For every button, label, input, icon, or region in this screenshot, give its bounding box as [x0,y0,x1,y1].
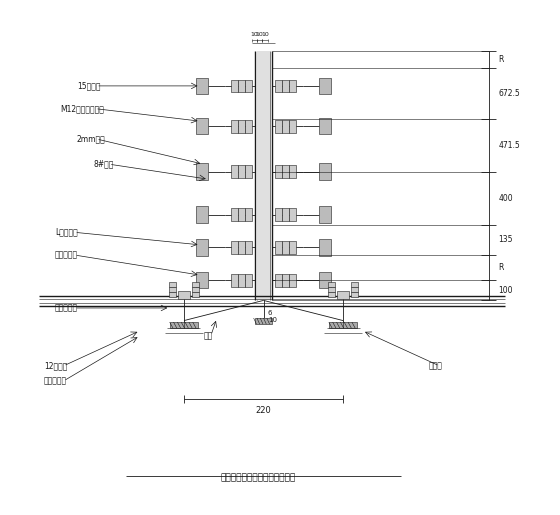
Text: L形铝驳爪: L形铝驳爪 [55,228,78,237]
Bar [231,165,238,178]
Bar [319,118,331,134]
Bar [231,80,238,92]
Bar [196,78,208,94]
Bar [282,274,290,286]
Bar [238,208,245,221]
Bar [290,274,296,286]
Text: 471.5: 471.5 [498,141,520,150]
Bar [275,274,282,286]
Bar [290,80,296,92]
Bar [275,80,282,92]
Bar [245,241,252,254]
Bar [196,163,208,180]
Bar [192,282,199,287]
Bar [238,241,245,254]
Bar [337,291,349,299]
Text: 10: 10 [251,32,258,37]
Bar [238,120,245,132]
Bar [319,78,331,94]
Text: 不锈钢螺栓: 不锈钢螺栓 [55,303,78,313]
Bar [329,322,357,328]
Text: 12厚玻璃: 12厚玻璃 [44,362,67,370]
Bar [290,165,296,178]
Bar [290,208,296,221]
Bar [231,208,238,221]
Text: 15厚钢板: 15厚钢板 [77,81,100,91]
Bar [319,207,331,223]
Bar [319,272,331,288]
Bar [351,282,358,287]
Text: 10: 10 [262,32,269,37]
Text: 10: 10 [256,32,264,37]
Bar [290,120,296,132]
Bar [178,291,190,299]
Bar [282,165,290,178]
Bar [328,293,335,297]
Text: 不锈钢底板: 不锈钢底板 [44,376,67,386]
Bar [245,120,252,132]
Bar [238,274,245,286]
Text: 2mm垫片: 2mm垫片 [77,134,106,143]
Bar [351,287,358,292]
Text: 螺栓: 螺栓 [203,331,212,340]
Text: 6: 6 [268,310,272,316]
Bar [328,287,335,292]
Text: 672.5: 672.5 [498,89,520,98]
Bar [245,274,252,286]
Bar [255,318,272,324]
Bar [245,165,252,178]
Bar [245,208,252,221]
Bar [196,207,208,223]
Bar [290,241,296,254]
Text: M12螺栓螺母连接: M12螺栓螺母连接 [60,104,104,113]
Bar [238,80,245,92]
Bar [282,80,290,92]
Bar [245,80,252,92]
Text: 400: 400 [498,194,513,203]
Bar [231,120,238,132]
Text: 8#垫板: 8#垫板 [94,160,114,168]
Bar [196,239,208,255]
Text: 10: 10 [268,317,277,322]
Bar [192,287,199,292]
Text: R: R [498,263,504,272]
Text: 100: 100 [498,286,513,295]
Bar [282,208,290,221]
Bar [192,293,199,297]
Bar [169,287,176,292]
Bar [328,282,335,287]
Bar [169,282,176,287]
Bar [231,241,238,254]
Text: 220: 220 [256,406,272,416]
Bar [257,50,270,300]
Bar [169,293,176,297]
Bar [319,163,331,180]
Text: 柱连接: 柱连接 [428,362,442,370]
Bar [282,120,290,132]
Bar [238,165,245,178]
Text: R: R [498,55,504,64]
Text: 夹夹璃幕墙肋驳接节点构造详图: 夹夹璃幕墙肋驳接节点构造详图 [221,473,296,482]
Text: 135: 135 [498,235,513,244]
Bar [275,241,282,254]
Bar [275,208,282,221]
Bar [319,239,331,255]
Bar [196,272,208,288]
Bar [196,118,208,134]
Bar [275,165,282,178]
Bar [282,241,290,254]
Text: 不锈钢螺栓: 不锈钢螺栓 [55,250,78,260]
Bar [275,120,282,132]
Bar [351,293,358,297]
Bar [231,274,238,286]
Bar [170,322,198,328]
